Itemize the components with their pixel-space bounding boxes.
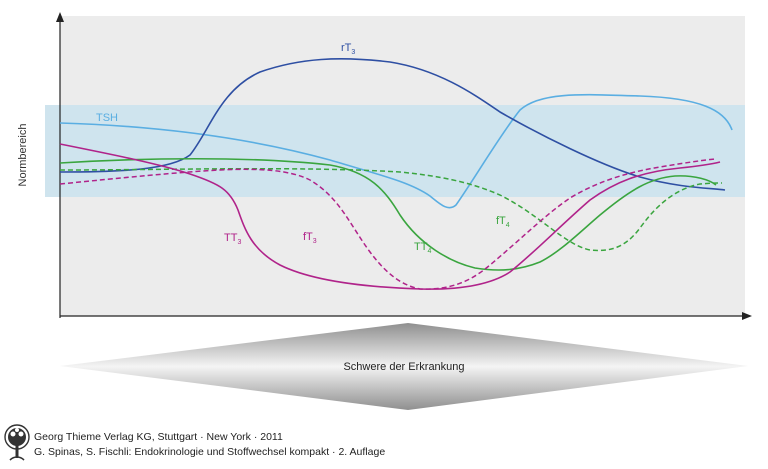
severity-label: Schwere der Erkrankung: [343, 361, 464, 373]
footer: Georg Thieme Verlag KG, Stuttgart · New …: [0, 420, 768, 469]
tsh-curve: [59, 93, 733, 209]
publisher-line: Georg Thieme Verlag KG, Stuttgart · New …: [34, 431, 283, 443]
rt3-curve: [59, 58, 726, 191]
severity-arrow: [60, 323, 748, 410]
label-ft4: fT4: [496, 215, 510, 229]
label-tt4: TT4: [414, 241, 431, 255]
citation-line: G. Spinas, S. Fischli: Endokrinologie un…: [34, 446, 386, 458]
tt3-curve: [59, 143, 721, 290]
ft4-curve: [59, 167, 723, 252]
y-axis-arrowhead: [56, 12, 64, 22]
tt4-curve: [59, 157, 717, 271]
thyroid-diagram: Normbereich rT3 TSH TT4 fT4 TT3 fT3 Schw…: [17, 12, 752, 410]
label-tsh: TSH: [96, 112, 118, 124]
tree-logo-icon: [4, 424, 30, 461]
x-axis-arrowhead: [742, 312, 752, 320]
ft3-curve: [59, 158, 716, 290]
y-axis-label: Normbereich: [17, 124, 29, 187]
label-rt3: rT3: [341, 42, 355, 56]
label-tt3: TT3: [224, 232, 241, 246]
normal-range-band: [45, 105, 745, 197]
label-ft3: fT3: [303, 231, 317, 245]
